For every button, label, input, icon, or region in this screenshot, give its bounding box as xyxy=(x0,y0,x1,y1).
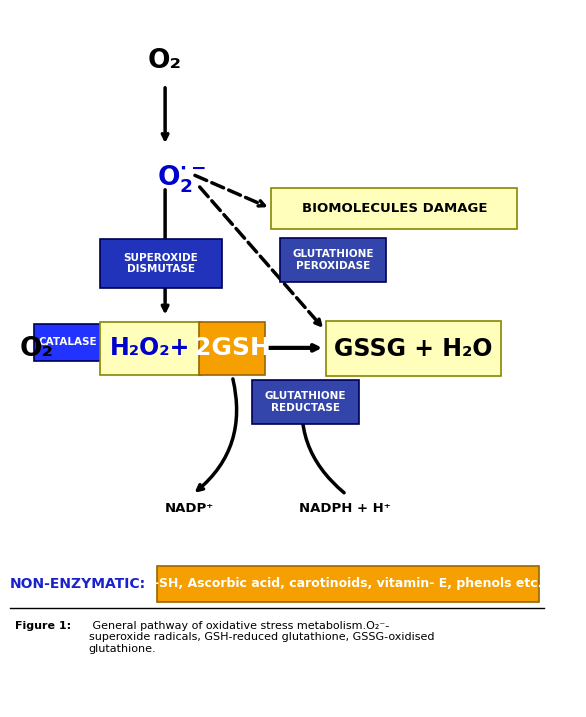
Text: SUPEROXIDE
DISMUTASE: SUPEROXIDE DISMUTASE xyxy=(124,252,199,275)
Text: NON-ENZYMATIC:: NON-ENZYMATIC: xyxy=(9,577,146,591)
Text: CATALASE: CATALASE xyxy=(39,337,98,347)
Text: NADPH + H⁺: NADPH + H⁺ xyxy=(299,502,391,516)
Text: (-SH, Ascorbic acid, carotinoids, vitamin- E, phenols etc.): (-SH, Ascorbic acid, carotinoids, vitami… xyxy=(148,577,548,590)
FancyBboxPatch shape xyxy=(199,322,265,375)
FancyBboxPatch shape xyxy=(100,322,200,375)
FancyBboxPatch shape xyxy=(280,238,386,282)
Text: General pathway of oxidative stress metabolism.O₂⁻-
superoxide radicals, GSH-red: General pathway of oxidative stress meta… xyxy=(88,621,434,654)
FancyBboxPatch shape xyxy=(271,188,517,229)
Text: NADP⁺: NADP⁺ xyxy=(165,502,214,516)
Text: GSSG + H₂O: GSSG + H₂O xyxy=(334,336,493,361)
Text: O₂: O₂ xyxy=(20,336,54,361)
Text: GLUTATHIONE
PEROXIDASE: GLUTATHIONE PEROXIDASE xyxy=(292,250,374,271)
Text: 2GSH: 2GSH xyxy=(194,336,271,360)
FancyBboxPatch shape xyxy=(157,566,539,602)
Text: BIOMOLECULES DAMAGE: BIOMOLECULES DAMAGE xyxy=(302,201,487,215)
FancyBboxPatch shape xyxy=(326,321,500,376)
Text: O₂: O₂ xyxy=(148,48,182,74)
Text: Figure 1:: Figure 1: xyxy=(15,621,71,631)
FancyBboxPatch shape xyxy=(34,324,103,361)
Text: GLUTATHIONE
REDUCTASE: GLUTATHIONE REDUCTASE xyxy=(265,391,346,412)
FancyBboxPatch shape xyxy=(253,380,359,424)
FancyBboxPatch shape xyxy=(100,239,223,288)
Text: $\mathbf{O_2^{\bullet-}}$: $\mathbf{O_2^{\bullet-}}$ xyxy=(157,163,206,195)
Text: H₂O₂+: H₂O₂+ xyxy=(110,336,190,360)
